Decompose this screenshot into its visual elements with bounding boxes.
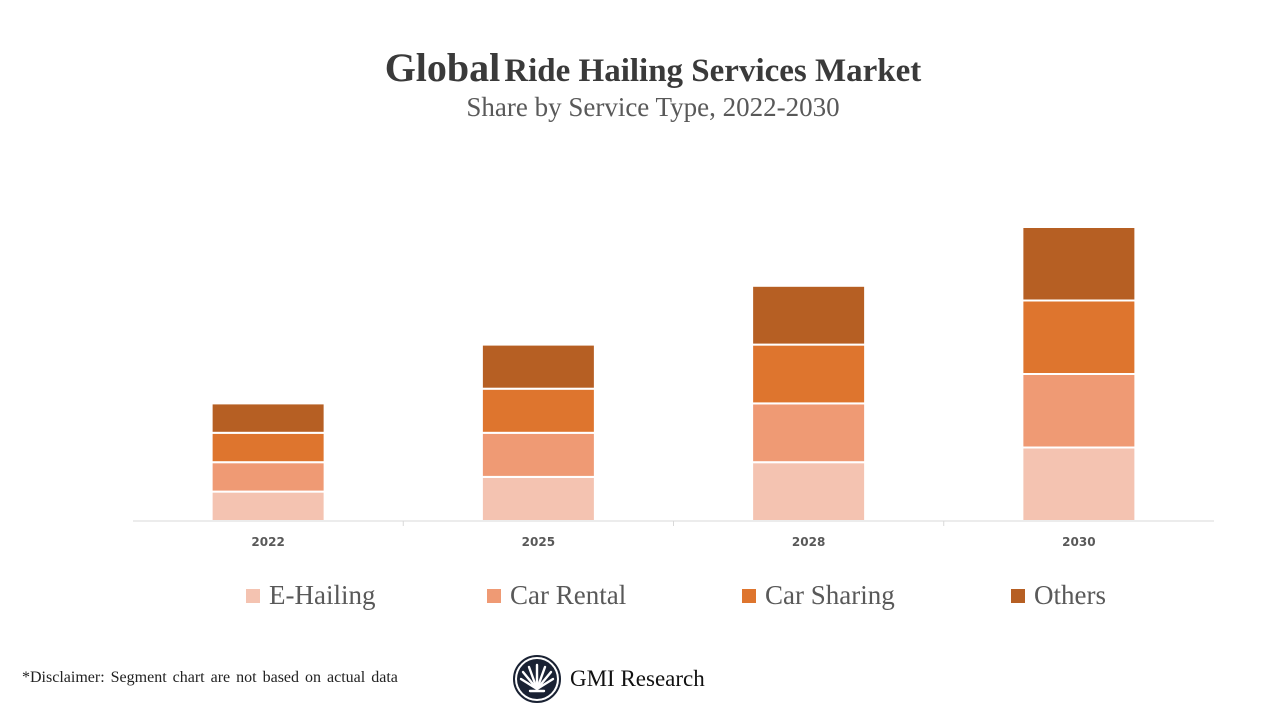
legend-label: Others [1034, 580, 1106, 610]
bar-segment-car-sharing-2028 [751, 343, 867, 405]
bar-segment-others-2028 [751, 284, 867, 346]
legend-swatch [1011, 588, 1025, 603]
bar-segment-e-hailing-2030 [1021, 446, 1137, 522]
bar-segment-e-hailing-2025 [480, 475, 596, 522]
bar-segment-others-2025 [480, 343, 596, 390]
bar-segment-others-2030 [1021, 226, 1137, 302]
bar-segment-others-2022 [210, 402, 326, 434]
bar-segment-car-rental-2022 [210, 461, 326, 493]
legend-swatch [742, 588, 756, 603]
bar-segment-car-sharing-2030 [1021, 299, 1137, 375]
bar-segment-e-hailing-2028 [751, 461, 867, 523]
legend-item-others: Others [1011, 580, 1106, 611]
x-tick-label: 2022 [251, 535, 284, 549]
bar-segment-car-rental-2028 [751, 402, 867, 464]
x-tick-label: 2025 [522, 535, 555, 549]
bar-segment-car-rental-2030 [1021, 373, 1137, 449]
bar-segment-e-hailing-2022 [210, 490, 326, 523]
legend-item-car-sharing: Car Sharing [742, 580, 895, 611]
legend-item-e-hailing: E-Hailing [246, 580, 375, 611]
legend-label: Car Rental [510, 580, 627, 610]
stacked-bar-chart: 2022 2025 2028 2030 [133, 226, 1214, 549]
bar-segment-car-rental-2025 [480, 431, 596, 478]
gmi-logo: GMI Research [513, 655, 705, 703]
title-rest: Ride Hailing Services Market [504, 53, 922, 89]
chart-title: Global Ride Hailing Services Market [0, 44, 1280, 91]
x-tick-label: 2028 [792, 535, 825, 549]
x-tick-label: 2030 [1062, 535, 1095, 549]
title-main: Global [384, 45, 501, 90]
legend-label: E-Hailing [269, 580, 376, 610]
legend-label: Car Sharing [765, 580, 895, 610]
legend-swatch [487, 588, 501, 603]
disclaimer: *Disclaimer: Segment chart are not based… [22, 669, 398, 686]
bar-segment-car-sharing-2022 [210, 431, 326, 464]
logo-text: GMI Research [570, 666, 705, 691]
legend-item-car-rental: Car Rental [487, 580, 626, 611]
fan-leaf-logo-icon [513, 655, 561, 703]
legend-swatch [246, 588, 260, 603]
chart-subtitle: Share by Service Type, 2022-2030 [466, 92, 840, 122]
bar-segment-car-sharing-2025 [480, 387, 596, 434]
